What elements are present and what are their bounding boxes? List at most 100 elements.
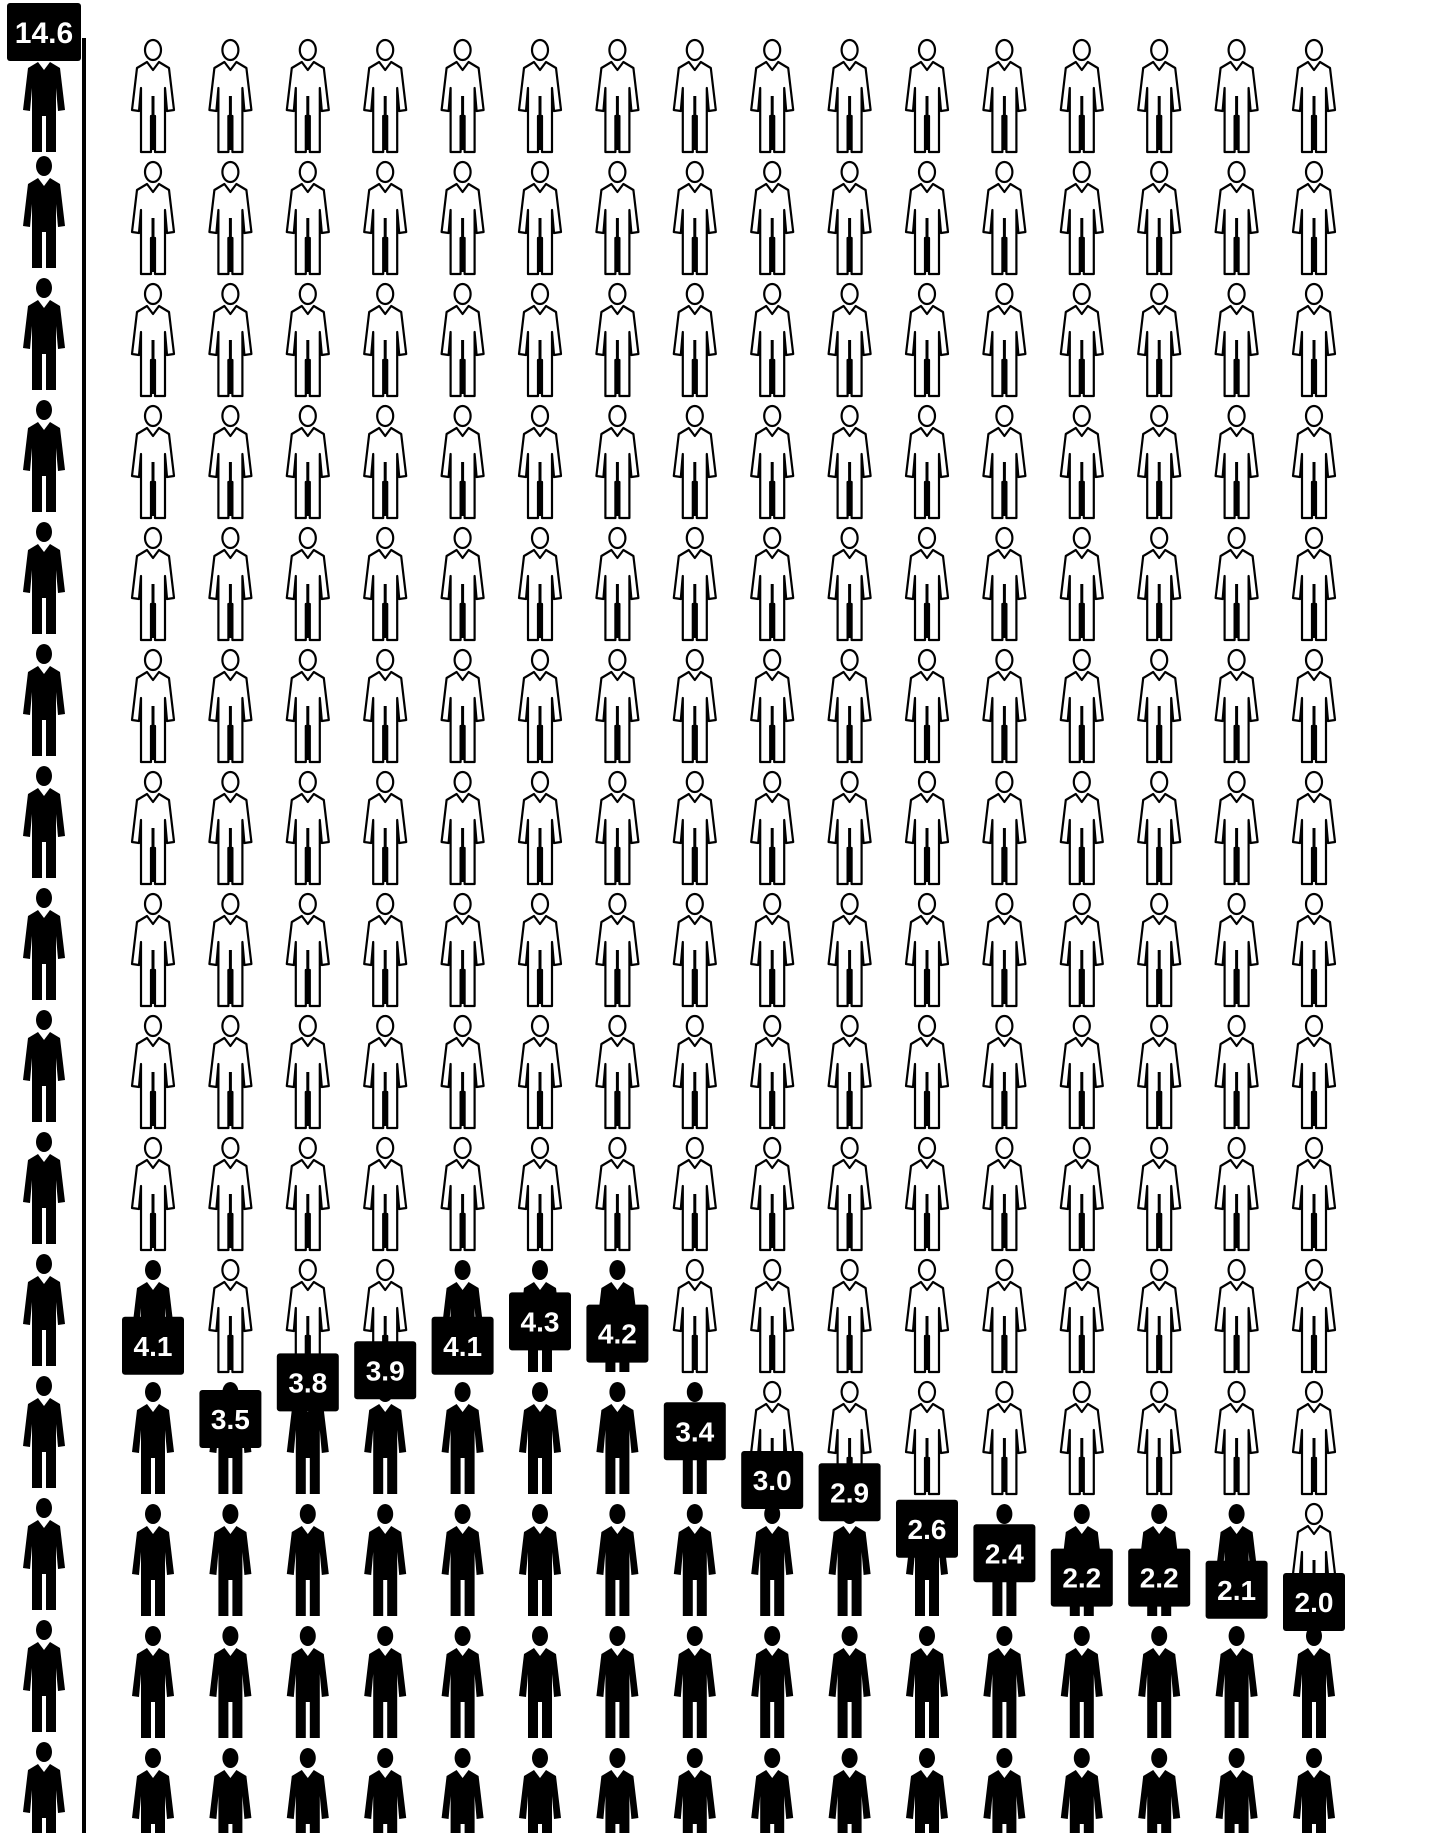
person-icon-outline (440, 648, 485, 764)
person-icon-outline (672, 38, 717, 154)
person-icon-outline (1059, 38, 1104, 154)
person-icon-outline (285, 1014, 330, 1130)
person-icon-outline (827, 38, 872, 154)
person-icon-outline (827, 160, 872, 276)
person-icon-outline (130, 38, 176, 154)
person-icon-outline (672, 526, 717, 642)
person-icon-filled (23, 1254, 65, 1366)
person-icon-filled (441, 1382, 484, 1494)
person-icon-outline (1137, 282, 1182, 398)
person-icon-filled (364, 1626, 407, 1738)
person-icon-outline (1214, 1380, 1259, 1496)
person-icon-filled (751, 1504, 794, 1616)
person-icon-outline (904, 38, 950, 154)
person-icon-outline (672, 160, 717, 276)
person-icon-outline (750, 160, 795, 276)
person-icon-outline (1059, 526, 1104, 642)
person-icon-outline (827, 1258, 872, 1374)
person-icon-filled (364, 1748, 407, 1833)
person-icon-filled (23, 400, 65, 512)
column-value-label: 2.4 (973, 1524, 1036, 1583)
person-icon-outline (672, 1014, 717, 1130)
column-value-label-text: 2.4 (985, 1538, 1024, 1569)
person-icon-filled (23, 766, 65, 878)
column-value-label: 4.3 (509, 1292, 571, 1351)
person-icon-filled (828, 1626, 871, 1738)
person-icon-outline (750, 282, 795, 398)
person-icon-filled (1293, 1626, 1335, 1738)
column-value-label-text: 2.1 (1217, 1575, 1256, 1606)
person-icon-filled (23, 1498, 65, 1610)
person-icon-outline (827, 770, 872, 886)
person-icon-filled (23, 278, 65, 390)
column-value-label-text: 2.0 (1295, 1587, 1334, 1618)
person-icon-outline (904, 648, 950, 764)
person-icon-outline (208, 38, 253, 154)
person-icon-outline (1214, 648, 1259, 764)
person-icon-outline (982, 160, 1027, 276)
column-value-label-text: 2.2 (1062, 1563, 1101, 1594)
person-icon-filled (983, 1748, 1026, 1833)
person-icon-filled (906, 1626, 948, 1738)
person-icon-outline (517, 526, 563, 642)
person-icon-outline (982, 1380, 1027, 1496)
person-icon-outline (595, 892, 640, 1008)
person-icon-outline (1291, 1136, 1337, 1252)
column-value-label-text: 3.4 (675, 1416, 714, 1447)
column-value-label: 2.9 (818, 1463, 881, 1522)
person-icon-filled (1138, 1748, 1181, 1833)
person-icon-outline (672, 1136, 717, 1252)
person-icon-outline (1291, 282, 1337, 398)
person-icon-outline (363, 282, 408, 398)
person-icon-outline (1059, 648, 1104, 764)
person-icon-outline (904, 1136, 950, 1252)
person-icon-outline (904, 1014, 950, 1130)
person-icon-filled (673, 1626, 716, 1738)
person-icon-filled (23, 1742, 65, 1833)
person-icon-outline (363, 526, 408, 642)
person-icon-outline (208, 1014, 253, 1130)
column-value-label-text: 2.2 (1140, 1563, 1179, 1594)
person-icon-outline (750, 892, 795, 1008)
person-icon-outline (982, 770, 1027, 886)
person-icon-outline (363, 160, 408, 276)
person-icon-outline (1214, 1258, 1259, 1374)
person-icon-outline (904, 770, 950, 886)
column-value-label-text: 4.3 (521, 1306, 560, 1337)
person-icon-outline (1137, 1014, 1182, 1130)
column-value-label: 3.8 (276, 1353, 339, 1412)
person-icon-outline (130, 770, 176, 886)
person-icon-filled (519, 1504, 561, 1616)
person-icon-outline (595, 404, 640, 520)
person-icon-outline (1291, 160, 1337, 276)
person-icon-filled (1293, 1748, 1335, 1833)
person-icon-outline (1059, 282, 1104, 398)
column-value-label-text: 4.1 (443, 1331, 482, 1362)
person-icon-outline (1137, 160, 1182, 276)
person-icon-outline (1214, 282, 1259, 398)
person-icon-outline (1291, 892, 1337, 1008)
person-icon-outline (208, 648, 253, 764)
person-icon-filled (132, 1382, 174, 1494)
person-icon-outline (827, 648, 872, 764)
person-icon-filled (286, 1626, 329, 1738)
person-icon-outline (440, 1136, 485, 1252)
person-icon-filled (23, 1620, 65, 1732)
person-icon-outline (130, 404, 176, 520)
person-icon-outline (595, 38, 640, 154)
person-icon-filled (596, 1504, 639, 1616)
person-icon-outline (982, 282, 1027, 398)
person-icon-outline (1137, 770, 1182, 886)
column-value-label: 2.0 (1283, 1573, 1345, 1631)
person-icon-outline (130, 526, 176, 642)
person-icon-outline (1291, 1380, 1337, 1496)
person-icon-filled (23, 644, 65, 756)
column-value-label-text: 3.8 (288, 1367, 327, 1398)
column-value-label: 2.6 (896, 1499, 958, 1558)
person-icon-outline (1059, 1258, 1104, 1374)
person-icon-filled (209, 1748, 252, 1833)
column-value-label: 4.1 (431, 1316, 494, 1375)
person-icon-outline (440, 526, 485, 642)
person-icon-outline (750, 38, 795, 154)
